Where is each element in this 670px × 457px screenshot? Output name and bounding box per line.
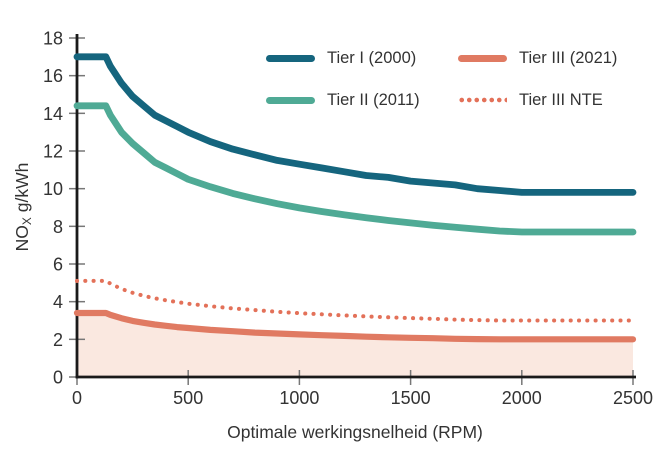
y-axis-title-unit: g/kWh [12, 162, 33, 218]
legend-label-tier2: Tier II (2011) [327, 90, 420, 109]
x-tick-label: 1500 [391, 388, 431, 408]
legend-item-tier1: Tier I (2000) [266, 46, 458, 70]
chart-legend: Tier I (2000) Tier III (2021) Tier II (2… [266, 46, 617, 112]
legend-label-tier1: Tier I (2000) [327, 48, 417, 67]
y-tick-label: 18 [43, 29, 63, 49]
x-tick-label: 2000 [502, 388, 542, 408]
series-curve-tier-i-2000- [73, 53, 637, 196]
x-axis-title: Optimale werkingsnelheid (RPM) [227, 422, 483, 442]
y-tick-label: 4 [53, 292, 63, 312]
series-curve-tier-ii-2011- [73, 102, 637, 236]
y-tick-label: 14 [43, 104, 63, 124]
y-tick-label: 6 [53, 255, 63, 275]
legend-label-tier3: Tier III (2021) [519, 48, 618, 67]
y-axis-title-subscript: X [19, 217, 34, 226]
x-tick-label: 2500 [613, 388, 653, 408]
y-axis-title-prefix: NO [12, 225, 33, 252]
legend-swatch-tier1 [266, 54, 315, 62]
y-tick-label: 8 [53, 217, 63, 237]
x-tick-label: 0 [72, 388, 82, 408]
legend-item-tier3-nte: Tier III NTE [458, 88, 617, 112]
legend-swatch-tier2 [266, 96, 315, 104]
legend-label-tier3-nte: Tier III NTE [519, 90, 603, 109]
y-axis-title: NOX g/kWh [12, 163, 34, 252]
tier3-shaded-area [77, 312, 633, 377]
legend-item-tier2: Tier II (2011) [266, 88, 458, 112]
legend-item-tier3: Tier III (2021) [458, 46, 617, 70]
series-curve-tier-iii-nte [75, 278, 635, 323]
y-tick-label: 10 [43, 179, 63, 199]
y-tick-label: 16 [43, 66, 63, 86]
series-curve-tier-iii-2021- [73, 309, 637, 343]
legend-swatch-tier3 [458, 54, 507, 62]
x-tick-label: 1000 [279, 388, 319, 408]
y-tick-label: 2 [53, 330, 63, 350]
y-tick-label: 12 [43, 142, 63, 162]
y-tick-label: 0 [53, 368, 63, 388]
legend-swatch-tier3-nte [458, 97, 507, 103]
x-tick-label: 500 [173, 388, 203, 408]
